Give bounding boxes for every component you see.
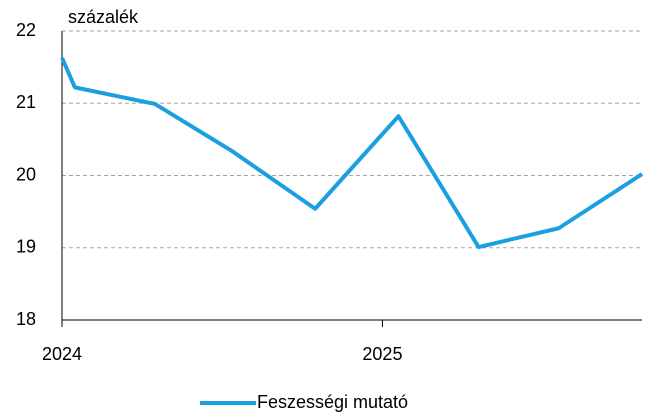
y-tick-label: 18: [16, 309, 36, 329]
y-tick-label: 22: [16, 20, 36, 40]
legend-label: Feszességi mutató: [257, 392, 408, 412]
y-tick-label: 21: [16, 92, 36, 112]
y-tick-label: 19: [16, 237, 36, 257]
x-tick-label: 2025: [362, 344, 402, 364]
x-tick-label: 2024: [42, 344, 82, 364]
y-tick-label: 20: [16, 164, 36, 184]
line-series: [60, 56, 644, 250]
y-axis-label: százalék: [68, 7, 139, 27]
